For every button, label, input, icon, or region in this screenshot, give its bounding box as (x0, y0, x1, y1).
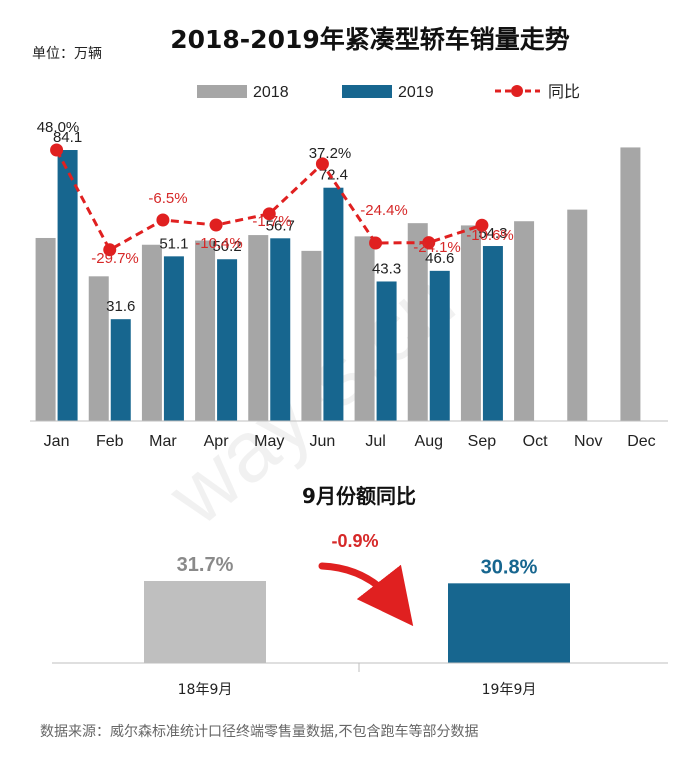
share-bar-2019 (448, 583, 570, 663)
bar-2019-jan (57, 150, 78, 421)
x-tick-labels: Jan Feb Mar Apr May Jun Jul Aug Sep Oct Nov Dec (44, 433, 656, 450)
bar-2018-dec (620, 147, 641, 421)
bar-2018-aug (407, 223, 428, 421)
yoy-point-may (262, 207, 276, 221)
bar-2019-apr (217, 259, 238, 421)
yoy-label-sep: -10.6% (466, 227, 514, 244)
bar-2019-jun (323, 187, 344, 421)
bar-2019-feb (110, 319, 131, 421)
yoy-label-may: -1.7% (252, 213, 291, 230)
x-tick-mar: Mar (149, 433, 177, 450)
yoy-point-sep (475, 218, 489, 232)
bar-label-2019-jan: 84.1 (53, 129, 82, 146)
yoy-label-feb: -29.7% (91, 250, 139, 267)
bar-2018-feb (88, 276, 109, 421)
bar-2018-jun (301, 250, 322, 421)
share-category-2018: 18年9月 (178, 682, 233, 698)
yoy-point-jan (50, 143, 64, 157)
yoy-point-mar (156, 213, 170, 227)
share-label-2018: 31.7% (177, 554, 234, 576)
x-tick-feb: Feb (96, 433, 124, 450)
bar-2018-apr (195, 240, 216, 421)
yoy-point-aug (422, 236, 436, 250)
share-category-labels: 18年9月 19年9月 (178, 682, 537, 698)
x-tick-jan: Jan (44, 433, 70, 450)
legend-swatch-yoy-dot (511, 85, 523, 97)
bar-2018-oct (514, 221, 535, 421)
share-bar-2018 (144, 581, 266, 663)
yoy-line-layer: 48.0% -29.7% -6.5% -10.4% -1.7% 37.2% -24.4% -2… (37, 119, 514, 267)
unit-label: 单位：万辆 (32, 46, 102, 62)
x-tick-jul: Jul (365, 433, 385, 450)
bar-2018-sep (460, 225, 481, 421)
bars-layer (35, 147, 641, 421)
share-label-2019: 30.8% (481, 556, 538, 578)
bar-2018-jul (354, 236, 375, 421)
legend: 2018 2019 同比 (197, 83, 580, 101)
bar-2018-jan (35, 237, 56, 421)
legend-swatch-2019 (342, 85, 392, 98)
bar-2019-may (270, 238, 291, 421)
bar-label-2019-may: 56.7 (266, 217, 295, 234)
x-tick-sep: Sep (468, 433, 497, 450)
yoy-label-apr: -10.4% (195, 235, 243, 252)
legend-label-2018: 2018 (253, 84, 289, 101)
chart-title: 2018-2019年紧凑型轿车销量走势 (170, 25, 570, 54)
yoy-point-apr (209, 218, 223, 232)
yoy-label-jun: 37.2% (309, 145, 352, 162)
x-tick-may: May (254, 433, 284, 450)
change-arrow (318, 562, 414, 627)
legend-swatch-2018 (197, 85, 247, 98)
x-tick-oct: Oct (523, 433, 548, 450)
bar-2018-may (248, 235, 269, 421)
source-note: 数据来源：威尔森标准统计口径终端零售量数据,不包含跑车等部分数据 (40, 723, 478, 740)
bar-label-2019-feb: 31.6 (106, 298, 135, 315)
legend-label-yoy: 同比 (548, 83, 580, 101)
bar-2018-nov (567, 209, 588, 421)
x-tick-dec: Dec (627, 433, 655, 450)
share-category-2019: 19年9月 (482, 682, 537, 698)
bar-2019-sep (482, 246, 503, 421)
x-tick-nov: Nov (574, 433, 602, 450)
bar-label-2019-jun: 72.4 (319, 167, 348, 184)
bar-2018-mar (141, 244, 162, 421)
yoy-line (55, 149, 483, 252)
share-chart-title: 9月份额同比 (302, 484, 416, 508)
bar-label-2019-aug: 46.6 (425, 250, 454, 267)
share-bars-layer: 31.7% 30.8% (144, 554, 570, 663)
yoy-label-mar: -6.5% (148, 190, 187, 207)
bar-label-2019-apr: 50.2 (212, 238, 241, 255)
x-tick-aug: Aug (415, 433, 443, 450)
share-change-label: -0.9% (331, 531, 378, 551)
yoy-label-jul: -24.4% (360, 202, 408, 219)
bar-data-labels: 84.131.651.1 50.256.772.443.346.654.3 (53, 129, 508, 315)
legend-label-2019: 2019 (398, 84, 434, 101)
bar-label-2019-mar: 51.1 (159, 235, 188, 252)
yoy-label-aug: -24.1% (413, 239, 461, 256)
yoy-point-jun (315, 157, 329, 171)
yoy-point-feb (103, 243, 117, 257)
x-tick-jun: Jun (310, 433, 336, 450)
bar-label-2019-jul: 43.3 (372, 260, 401, 277)
x-tick-apr: Apr (204, 433, 230, 450)
yoy-point-jul (369, 236, 383, 250)
bar-2019-mar (163, 256, 184, 421)
bar-2019-jul (376, 281, 397, 421)
yoy-label-jan: 48.0% (37, 119, 80, 136)
bar-2019-aug (429, 270, 450, 421)
